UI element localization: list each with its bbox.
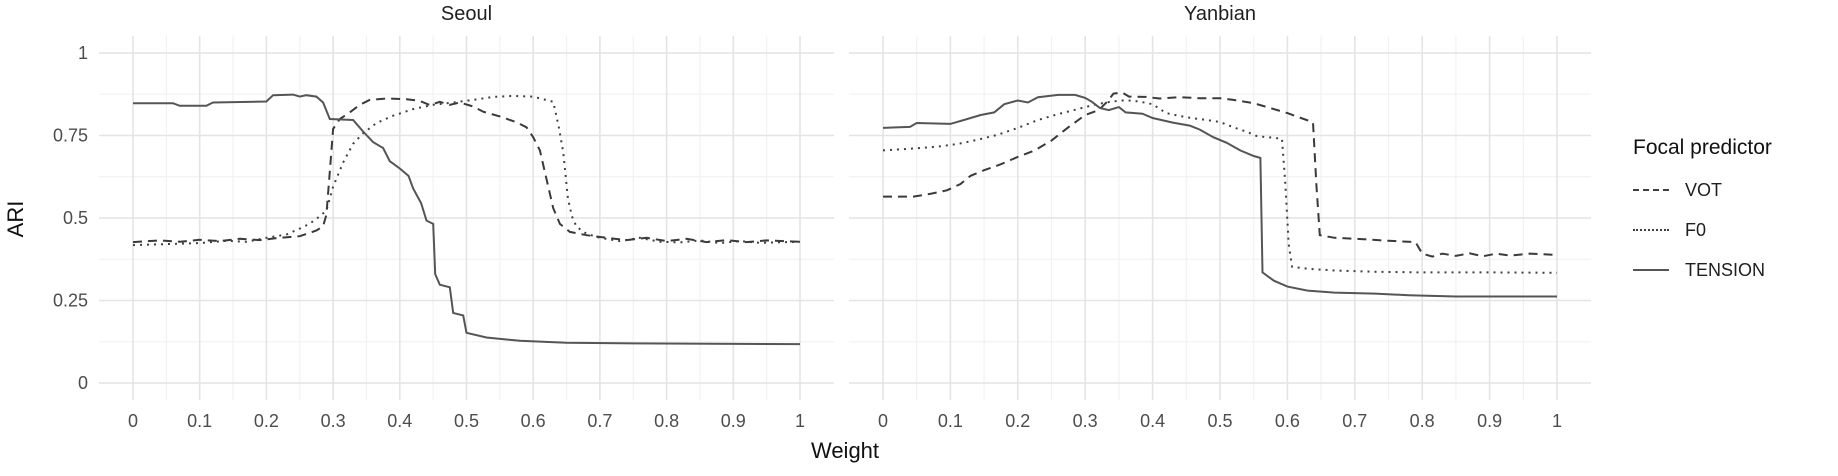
solid-line-key-icon [1633, 269, 1669, 271]
svg-text:0.75: 0.75 [53, 126, 88, 146]
svg-text:0: 0 [78, 373, 88, 393]
svg-text:0.2: 0.2 [1005, 411, 1030, 431]
svg-text:0.4: 0.4 [387, 411, 412, 431]
svg-text:0.8: 0.8 [1410, 411, 1435, 431]
facet-title-yanbian: Yanbian [1184, 3, 1256, 25]
svg-text:0.8: 0.8 [654, 411, 679, 431]
series-line-VOT [132, 97, 801, 244]
series-line-F0 [132, 94, 801, 247]
panel-grid [849, 36, 1591, 400]
svg-text:0.5: 0.5 [1207, 411, 1232, 431]
svg-text:0.3: 0.3 [321, 411, 346, 431]
svg-text:0.7: 0.7 [1342, 411, 1367, 431]
legend-item-tension: TENSION [1633, 250, 1772, 290]
svg-text:1: 1 [1552, 411, 1562, 431]
legend: Focal predictor VOT F0 TENSION [1633, 136, 1772, 290]
svg-text:0: 0 [128, 411, 138, 431]
svg-text:0.9: 0.9 [1477, 411, 1502, 431]
series-line-F0 [882, 99, 1558, 274]
legend-item-vot: VOT [1633, 170, 1772, 210]
dashed-line-key-icon [1633, 189, 1669, 191]
svg-text:0.3: 0.3 [1073, 411, 1098, 431]
series-line-VOT [883, 91, 1558, 258]
x-tick-labels: 0 0.1 0.2 0.3 0.4 0.5 0.6 0.7 0.8 0.9 1 [878, 411, 1562, 431]
svg-text:0.1: 0.1 [187, 411, 212, 431]
y-axis-title: ARI [3, 200, 28, 238]
svg-text:1: 1 [795, 411, 805, 431]
y-tick-labels: 0 0.25 0.5 0.75 1 [53, 43, 88, 393]
x-tick-labels: 0 0.1 0.2 0.3 0.4 0.5 0.6 0.7 0.8 0.9 1 [128, 411, 805, 431]
legend-item-label: F0 [1685, 219, 1707, 240]
svg-text:1: 1 [78, 43, 88, 63]
svg-text:0.4: 0.4 [1140, 411, 1165, 431]
svg-text:0.25: 0.25 [53, 291, 88, 311]
legend-title: Focal predictor [1633, 136, 1772, 159]
svg-text:0.1: 0.1 [938, 411, 963, 431]
legend-item-label: VOT [1685, 179, 1723, 200]
svg-text:0.7: 0.7 [587, 411, 612, 431]
legend-item-label: TENSION [1685, 259, 1766, 280]
dotted-line-key-icon [1633, 229, 1669, 231]
svg-text:0.2: 0.2 [254, 411, 279, 431]
svg-text:0.6: 0.6 [1275, 411, 1300, 431]
facet-title-seoul: Seoul [440, 3, 493, 25]
svg-text:0: 0 [878, 411, 888, 431]
panel-grid [99, 36, 834, 400]
legend-item-f0: F0 [1633, 210, 1772, 250]
series-line-TENSION [133, 93, 801, 346]
x-axis-title: Weight [810, 438, 880, 463]
svg-text:0.5: 0.5 [63, 208, 88, 228]
series-line-TENSION [882, 93, 1557, 298]
svg-text:0.6: 0.6 [521, 411, 546, 431]
svg-text:0.5: 0.5 [454, 411, 479, 431]
svg-text:0.9: 0.9 [721, 411, 746, 431]
